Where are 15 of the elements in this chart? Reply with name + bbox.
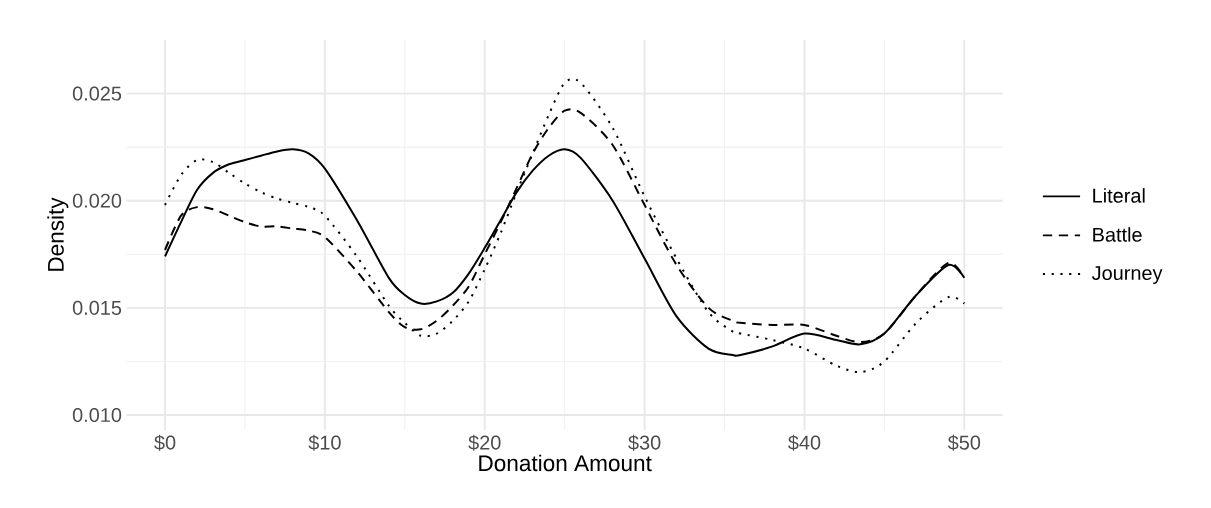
y-tick-label: 0.020: [72, 193, 122, 208]
x-tick-label: $10: [308, 434, 341, 451]
x-tick-label: $0: [154, 434, 176, 451]
x-axis-title: Donation Amount: [479, 454, 652, 472]
y-tick-label: 0.025: [72, 86, 122, 101]
x-tick-label: $40: [788, 434, 821, 451]
x-tick-label: $50: [947, 434, 981, 451]
legend-label: Literal: [1093, 188, 1145, 203]
x-tick-label: $20: [468, 434, 501, 451]
y-tick-label: 0.015: [72, 300, 122, 315]
y-axis-title: Density: [47, 197, 69, 271]
legend-label: Battle: [1093, 227, 1142, 242]
legend-label: Journey: [1091, 266, 1163, 284]
x-tick-label: $30: [628, 434, 661, 451]
y-tick-label: 0.010: [72, 407, 122, 423]
